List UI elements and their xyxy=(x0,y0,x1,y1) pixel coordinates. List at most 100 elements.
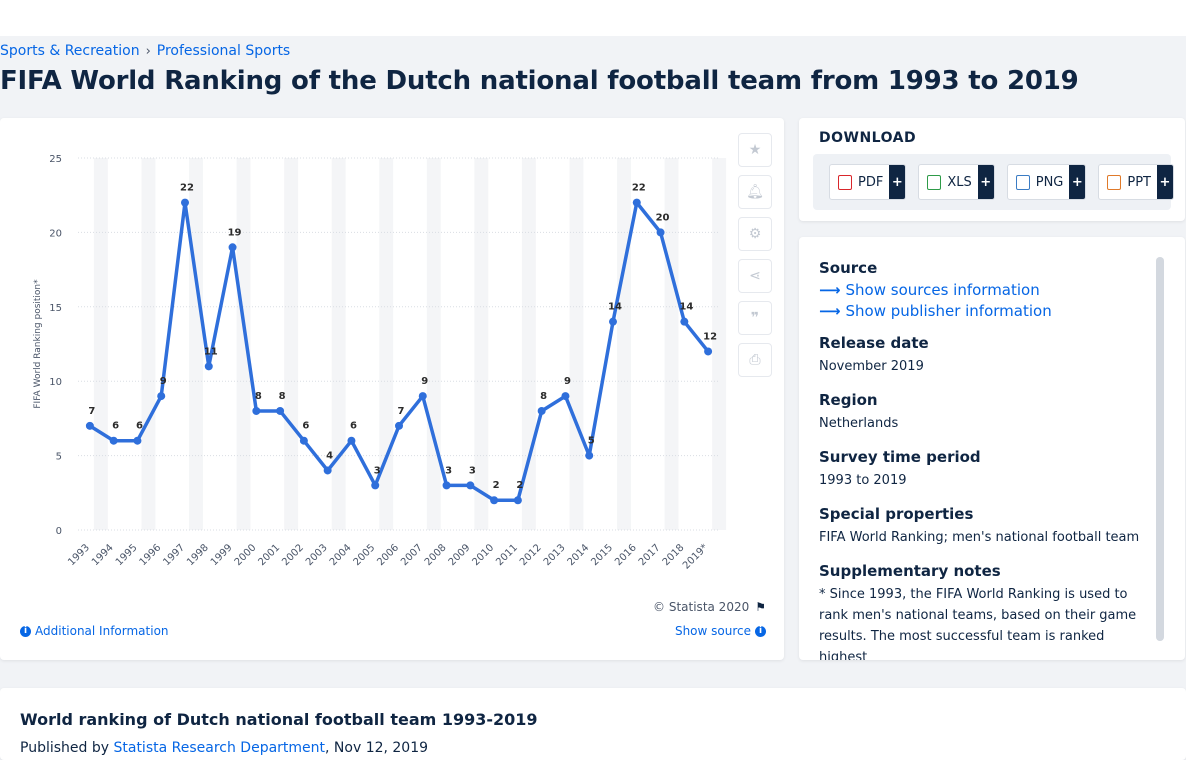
data-label: 4 xyxy=(326,450,333,461)
chart-toolbar: ★ 🔔︎ ⚙ ⋖ ❞ ⎙ xyxy=(738,133,772,385)
print-button[interactable]: ⎙ xyxy=(738,343,772,377)
download-buttons: PDF + XLS + PNG + PPT + xyxy=(813,154,1174,210)
plus-icon: + xyxy=(1157,165,1173,199)
data-point xyxy=(299,436,308,445)
data-label: 9 xyxy=(564,376,571,387)
publication-card: World ranking of Dutch national football… xyxy=(0,688,1186,760)
source-heading: Source xyxy=(819,259,878,277)
show-source-link[interactable]: Show source i xyxy=(675,624,766,638)
column-stripe xyxy=(284,158,299,530)
y-tick-label: 10 xyxy=(49,377,62,388)
y-tick-label: 25 xyxy=(49,154,62,165)
additional-information-link[interactable]: i Additional Information xyxy=(20,624,169,638)
data-label: 2 xyxy=(516,480,523,491)
share-button[interactable]: ⋖ xyxy=(738,259,772,293)
settings-button[interactable]: ⚙ xyxy=(738,217,772,251)
ppt-file-icon xyxy=(1107,174,1122,190)
data-label: 6 xyxy=(136,421,143,432)
column-stripe xyxy=(236,158,251,530)
publisher-link[interactable]: Statista Research Department xyxy=(113,740,326,756)
column-stripe xyxy=(93,158,108,530)
data-label: 20 xyxy=(656,212,670,223)
data-label: 9 xyxy=(160,376,167,387)
column-stripe xyxy=(617,158,631,530)
xls-file-icon xyxy=(927,174,942,190)
flag-icon[interactable]: ⚑ xyxy=(755,600,766,614)
data-label: 8 xyxy=(279,391,286,402)
copyright-text: © Statista 2020 xyxy=(653,600,750,614)
info-scrollbar[interactable] xyxy=(1156,257,1164,641)
data-point xyxy=(513,496,522,505)
breadcrumb-professional-sports[interactable]: Professional Sports xyxy=(156,43,291,59)
download-ppt-button[interactable]: PPT + xyxy=(1098,164,1174,200)
arrow-right-icon: ⟶ xyxy=(819,281,841,299)
x-tick-label: 1996 xyxy=(138,542,164,568)
data-point xyxy=(276,406,285,415)
show-sources-link[interactable]: ⟶ Show sources information xyxy=(819,281,1149,299)
data-point xyxy=(85,421,94,430)
plus-icon: + xyxy=(889,165,906,199)
x-tick-label: 2009 xyxy=(447,542,473,568)
pdf-label: PDF xyxy=(858,174,884,190)
scrollbar-thumb[interactable] xyxy=(1156,257,1164,641)
data-label: 7 xyxy=(88,406,95,417)
x-tick-label: 2012 xyxy=(518,542,544,568)
download-pdf-button[interactable]: PDF + xyxy=(829,164,907,200)
data-point xyxy=(609,317,617,326)
x-tick-label: 2015 xyxy=(589,542,615,568)
y-tick-label: 0 xyxy=(56,526,62,537)
notify-button[interactable]: 🔔︎ xyxy=(738,175,772,209)
data-point xyxy=(371,481,380,490)
data-point xyxy=(228,243,237,252)
data-label: 12 xyxy=(703,331,717,342)
region-heading: Region xyxy=(819,391,878,409)
x-tick-label: 2017 xyxy=(637,542,663,568)
column-stripe xyxy=(474,158,489,530)
data-label: 6 xyxy=(112,421,119,432)
column-stripe xyxy=(141,158,156,530)
print-icon: ⎙ xyxy=(749,352,761,368)
download-card: DOWNLOAD PDF + XLS + PNG + PPT + xyxy=(799,118,1185,221)
data-point xyxy=(680,317,689,326)
column-stripe xyxy=(664,158,679,530)
cite-button[interactable]: ❞ xyxy=(738,301,772,335)
column-stripe xyxy=(569,158,584,530)
data-point xyxy=(704,347,713,356)
show-publisher-link[interactable]: ⟶ Show publisher information xyxy=(819,302,1149,320)
release-date-heading: Release date xyxy=(819,334,929,352)
data-point xyxy=(585,451,594,460)
favorite-button[interactable]: ★ xyxy=(738,133,772,167)
data-label: 6 xyxy=(302,421,309,432)
ppt-label: PPT xyxy=(1127,174,1151,190)
publication-byline: Published by Statista Research Departmen… xyxy=(20,740,428,756)
y-tick-label: 15 xyxy=(49,303,62,314)
data-point xyxy=(252,406,261,415)
published-by-label: Published by xyxy=(20,740,114,756)
data-label: 3 xyxy=(445,465,452,476)
region-value: Netherlands xyxy=(819,416,899,431)
download-png-button[interactable]: PNG + xyxy=(1006,164,1087,200)
x-tick-label: 2005 xyxy=(352,542,378,568)
png-file-icon xyxy=(1015,174,1030,190)
download-xls-button[interactable]: XLS + xyxy=(918,164,995,200)
plus-icon: + xyxy=(977,165,994,199)
data-point xyxy=(395,421,403,430)
x-tick-label: 2006 xyxy=(375,542,401,568)
x-tick-label: 2004 xyxy=(328,542,354,568)
x-tick-label: 2019* xyxy=(681,542,710,571)
x-tick-label: 2002 xyxy=(280,542,306,568)
data-label: 22 xyxy=(180,183,194,194)
data-label: 22 xyxy=(632,183,646,194)
data-label: 8 xyxy=(255,391,262,402)
show-publisher-label: Show publisher information xyxy=(845,302,1052,320)
special-properties-value: FIFA World Ranking; men's national footb… xyxy=(819,530,1140,545)
publication-date: , Nov 12, 2019 xyxy=(325,740,429,756)
data-label: 8 xyxy=(540,391,547,402)
data-label: 11 xyxy=(204,346,218,357)
data-label: 3 xyxy=(469,465,476,476)
arrow-right-icon: ⟶ xyxy=(819,302,841,320)
info-icon: i xyxy=(20,625,31,637)
breadcrumb-sports-recreation[interactable]: Sports & Recreation xyxy=(0,43,140,59)
column-stripe xyxy=(331,158,346,530)
